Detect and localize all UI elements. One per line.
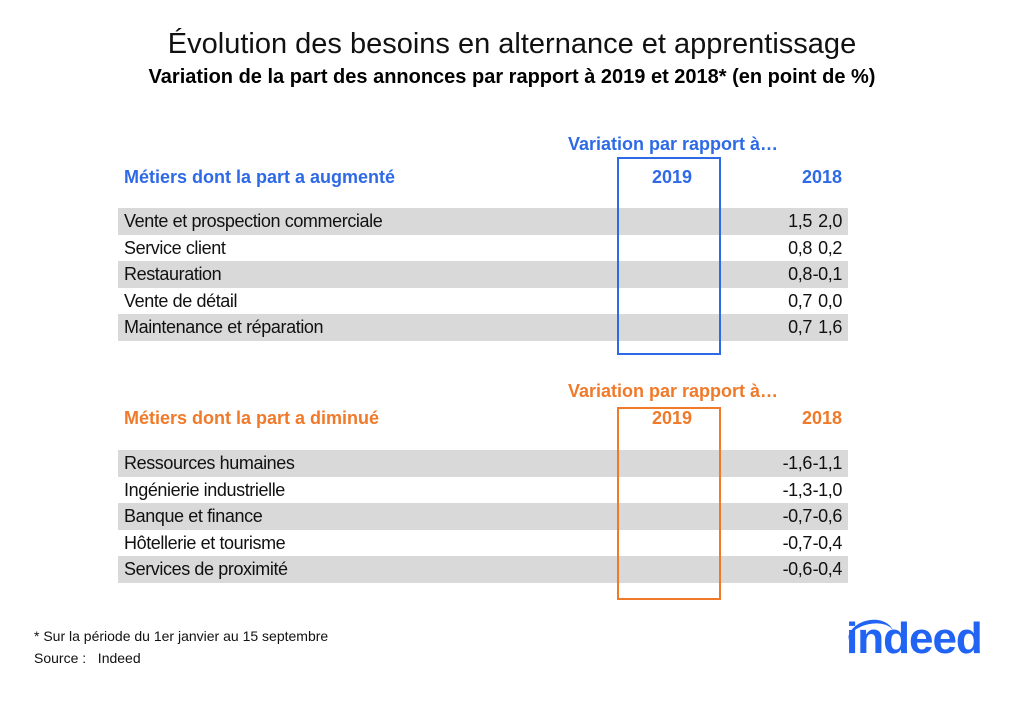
table-row: Restauration 0,8 -0,1: [118, 261, 848, 288]
value-2019: -1,6: [782, 453, 813, 473]
increase-2019-highlight-box: [617, 157, 721, 355]
increase-col-2018: 2018: [801, 167, 842, 187]
table-row: Banque et finance -0,7 -0,6: [118, 503, 848, 530]
value-2019: 0,7: [788, 317, 812, 337]
value-2019: -0,7: [782, 532, 813, 553]
row-label: Vente de détail: [124, 290, 238, 311]
table-row: Services de proximité -0,6 -0,4: [118, 556, 848, 583]
source: Source : Indeed: [34, 650, 141, 666]
indeed-logo: indeed: [846, 614, 983, 663]
page-subtitle: Variation de la part des annonces par ra…: [148, 66, 876, 88]
increase-col-2019: 2019: [651, 167, 692, 187]
footnote: * Sur la période du 1er janvier au 15 se…: [34, 628, 329, 644]
value-2018: -0,1: [812, 264, 843, 284]
value-2018: 0,0: [818, 290, 842, 311]
row-label: Maintenance et réparation: [124, 317, 324, 337]
value-2019: 0,8: [788, 237, 812, 258]
increase-heading: Métiers dont la part a augmenté: [124, 167, 396, 187]
value-2019: 0,8: [788, 264, 812, 284]
row-label: Vente et prospection commerciale: [124, 211, 383, 231]
table-row: Ressources humaines -1,6 -1,1: [118, 450, 848, 477]
table-row: Hôtellerie et tourisme -0,7 -0,4: [118, 530, 848, 557]
table-row: Vente et prospection commerciale 1,5 2,0: [118, 208, 848, 235]
value-2018: -1,0: [812, 479, 843, 500]
decrease-heading: Métiers dont la part a diminué: [124, 408, 380, 428]
value-2018: -0,4: [812, 559, 843, 579]
decrease-col-2019: 2019: [651, 408, 692, 428]
decrease-2019-highlight-box: [617, 407, 721, 600]
value-2018: 0,2: [818, 237, 842, 258]
row-label: Ingénierie industrielle: [124, 479, 285, 500]
increase-variation-label: Variation par rapport à…: [568, 134, 779, 154]
value-2019: -1,3: [782, 479, 813, 500]
value-2019: -0,6: [782, 559, 813, 579]
row-label: Services de proximité: [124, 559, 288, 579]
row-label: Hôtellerie et tourisme: [124, 532, 286, 553]
value-2019: 0,7: [788, 290, 812, 311]
row-label: Banque et finance: [124, 506, 263, 526]
row-label: Ressources humaines: [124, 453, 295, 473]
value-2019: 1,5: [788, 211, 812, 231]
value-2018: 2,0: [818, 211, 842, 231]
decrease-col-2018: 2018: [801, 408, 842, 428]
value-2018: -0,6: [812, 506, 843, 526]
value-2018: -1,1: [812, 453, 843, 473]
table-row: Maintenance et réparation 0,7 1,6: [118, 314, 848, 341]
value-2018: -0,4: [812, 532, 843, 553]
table-row: Service client 0,8 0,2: [118, 235, 848, 262]
row-label: Service client: [124, 237, 226, 258]
value-2019: -0,7: [782, 506, 813, 526]
page-title: Évolution des besoins en alternance et a…: [167, 28, 857, 60]
decrease-variation-label: Variation par rapport à…: [568, 381, 779, 401]
table-row: Ingénierie industrielle -1,3 -1,0: [118, 477, 848, 504]
row-label: Restauration: [124, 264, 222, 284]
table-row: Vente de détail 0,7 0,0: [118, 288, 848, 315]
value-2018: 1,6: [818, 317, 842, 337]
